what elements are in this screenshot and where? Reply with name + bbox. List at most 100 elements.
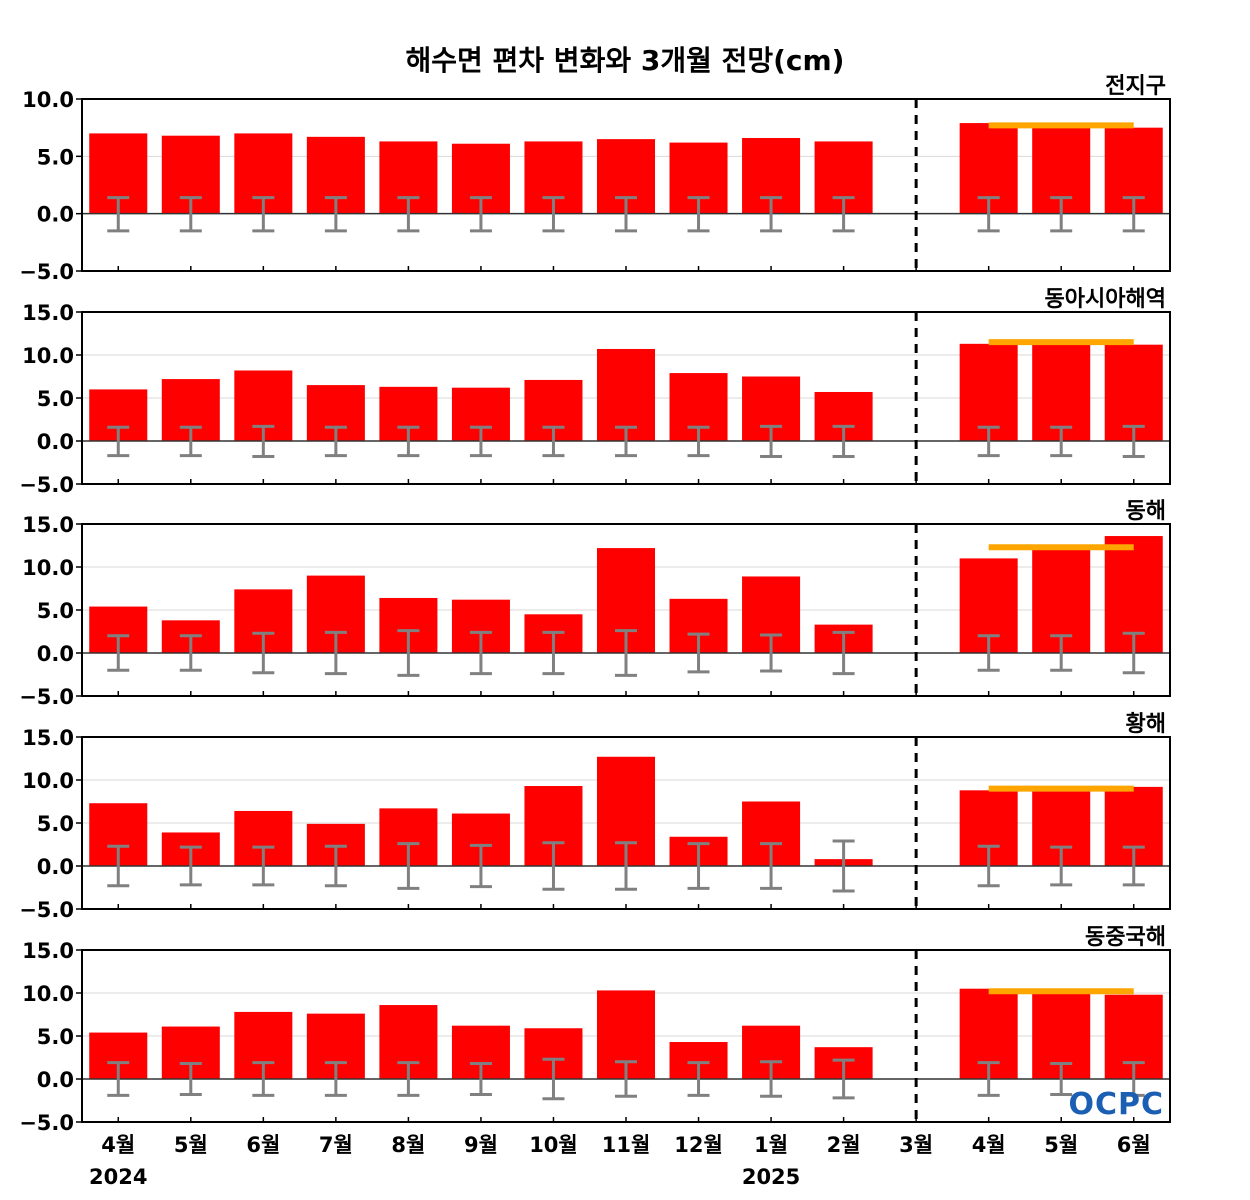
x-tick-label: 4월: [972, 1133, 1006, 1157]
error-bar-동중국해-1: [179, 1062, 202, 1096]
region-label: 동해: [1126, 499, 1166, 524]
error-bar-황해-10: [832, 839, 855, 893]
error-bar-동중국해-5: [469, 1062, 492, 1096]
error-bar-전지구-4: [397, 196, 420, 233]
error-bar-동해-4: [397, 629, 420, 677]
error-bar-동해-12: [977, 634, 1000, 672]
error-bar-동아시아해역-6: [542, 425, 565, 458]
y-tick-label: −5.0: [19, 898, 74, 922]
bar-동아시아해역-12: [959, 343, 1018, 441]
region-label: 전지구: [1105, 74, 1166, 99]
x-tick-label: 3월: [899, 1133, 933, 1157]
error-bar-전지구-8: [687, 196, 710, 233]
error-bar-동아시아해역-0: [107, 425, 130, 458]
error-bar-동중국해-7: [615, 1060, 637, 1098]
y-tick-label: 5.0: [37, 1025, 74, 1049]
error-bar-전지구-9: [760, 196, 783, 233]
error-bar-전지구-10: [832, 196, 855, 233]
error-bar-동해-5: [469, 630, 492, 676]
error-bar-황해-9: [760, 842, 783, 890]
panel-1: −5.0 0.0 5.0 10.0 전지구: [19, 74, 1171, 284]
x-tick-label: 11월: [602, 1133, 651, 1157]
error-bar-동아시아해역-4: [397, 425, 420, 458]
x-tick-label: 6월: [1117, 1133, 1151, 1157]
x-tick-label: 12월: [674, 1133, 723, 1157]
error-bar-전지구-14: [1122, 196, 1145, 233]
error-bar-동중국해-2: [252, 1061, 275, 1097]
error-bar-황해-7: [615, 841, 637, 891]
error-bar-동아시아해역-10: [832, 424, 855, 458]
y-tick-label: 5.0: [37, 145, 74, 169]
y-tick-label: 15.0: [22, 301, 74, 325]
panel-4: −5.0 0.0 5.0 10.0 15.0 황해: [19, 712, 1171, 922]
error-bar-동아시아해역-7: [615, 425, 637, 458]
error-bar-동해-6: [542, 630, 565, 676]
panel-3: −5.0 0.0 5.0 10.0 15.0 동해: [19, 499, 1171, 709]
error-bar-동아시아해역-12: [977, 425, 1000, 458]
panel-frame: [81, 523, 1171, 697]
error-bar-동아시아해역-1: [179, 425, 202, 458]
y-tick-label: 10.0: [22, 769, 74, 793]
y-tick-label: 5.0: [37, 387, 74, 411]
error-bar-황해-3: [324, 844, 347, 888]
error-bar-동중국해-4: [397, 1061, 420, 1097]
y-tick-label: 15.0: [22, 726, 74, 750]
panels: −5.0 0.0 5.0 10.0 전지구 −5.0 0.0 5.0 10.0 15.0 동아시아해…: [19, 74, 1171, 1135]
error-bar-황해-13: [1050, 845, 1073, 887]
region-label: 동중국해: [1085, 925, 1166, 950]
y-tick-label: 10.0: [22, 982, 74, 1006]
panel-frame: [81, 311, 1171, 485]
y-tick-label: 5.0: [37, 812, 74, 836]
x-tick-label: 8월: [391, 1133, 425, 1157]
x-tick-label: 9월: [464, 1133, 498, 1157]
y-tick-label: 0.0: [37, 203, 74, 227]
error-bar-동중국해-14: [1122, 1061, 1145, 1097]
error-bar-동중국해-12: [977, 1061, 1000, 1097]
region-label: 황해: [1126, 712, 1166, 737]
error-bar-동아시아해역-9: [760, 424, 783, 458]
y-tick-label: −5.0: [19, 473, 74, 497]
error-bar-동해-1: [179, 634, 202, 672]
panel-frame: [81, 98, 1171, 272]
year-label: 2024: [89, 1165, 147, 1189]
error-bar-동중국해-6: [542, 1057, 565, 1101]
error-bar-동아시아해역-8: [687, 425, 710, 458]
error-bar-동중국해-13: [1050, 1062, 1073, 1096]
x-tick-label: 4월: [101, 1133, 135, 1157]
y-tick-label: −5.0: [19, 1111, 74, 1135]
panel-5: −5.0 0.0 5.0 10.0 15.0 동중국해: [19, 925, 1171, 1135]
x-axis: 4월 5월 6월 7월 8월 9월 10월 11월 12월 1월 2월 3월 4월 5월 6월 2024 202…: [89, 1133, 1151, 1189]
error-bar-황해-4: [397, 842, 420, 890]
x-tick-label: 7월: [319, 1133, 353, 1157]
error-bar-동해-2: [252, 631, 275, 675]
error-bar-동아시아해역-13: [1050, 425, 1073, 458]
x-tick-label: 6월: [246, 1133, 280, 1157]
error-bar-전지구-13: [1050, 196, 1073, 233]
y-tick-label: 0.0: [37, 855, 74, 879]
x-tick-label: 10월: [529, 1133, 578, 1157]
chart-title: 해수면 편차 변화와 3개월 전망(cm): [406, 44, 845, 77]
error-bar-동아시아해역-14: [1122, 424, 1145, 458]
panel-frame: [81, 736, 1171, 910]
error-bar-동해-8: [687, 632, 710, 674]
error-bar-황해-2: [252, 845, 275, 887]
error-bar-황해-5: [469, 843, 492, 889]
y-tick-label: 15.0: [22, 939, 74, 963]
error-bar-전지구-5: [469, 196, 492, 233]
x-tick-label: 5월: [174, 1133, 208, 1157]
y-tick-label: 0.0: [37, 1068, 74, 1092]
ocpc-logo: OCPC: [1068, 1087, 1164, 1122]
error-bar-동해-10: [832, 630, 855, 676]
region-label: 동아시아해역: [1045, 287, 1166, 312]
panel-frame: [81, 949, 1171, 1123]
error-bar-동중국해-9: [760, 1060, 783, 1098]
x-tick-label: 2월: [827, 1133, 861, 1157]
error-bar-황해-8: [687, 842, 710, 890]
x-tick-label: 1월: [754, 1133, 788, 1157]
error-bar-전지구-3: [324, 196, 347, 233]
error-bar-황해-0: [107, 844, 130, 888]
y-tick-label: 0.0: [37, 430, 74, 454]
error-bar-동아시아해역-5: [469, 425, 492, 458]
y-tick-label: 0.0: [37, 642, 74, 666]
